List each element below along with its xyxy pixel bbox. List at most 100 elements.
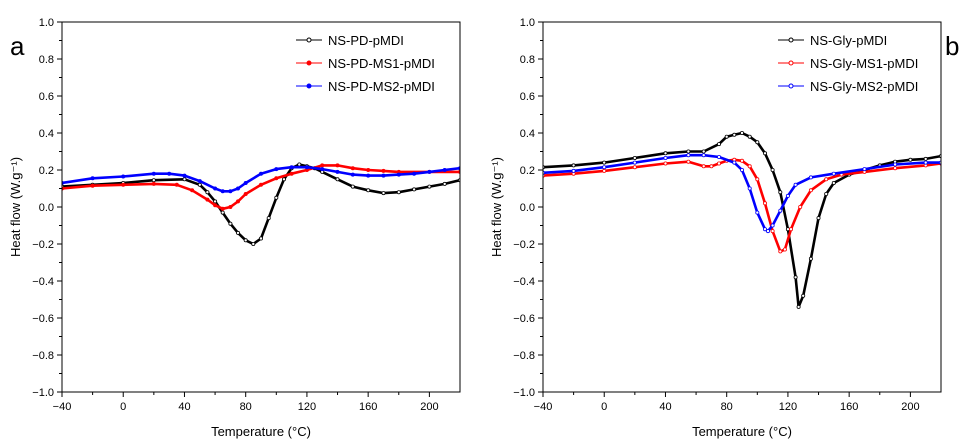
y-axis-label: Heat flow (W.g⁻¹) [489, 157, 504, 257]
legend-label-NS-Gly-MS1-pMDI: NS-Gly-MS1-pMDI [810, 56, 918, 71]
data-point-NS-PD-MS2-pMDI-11 [243, 180, 248, 185]
data-point-NS-Gly-MS2-pMDI-12 [763, 227, 768, 232]
y-tick-label: −0.8 [513, 350, 535, 362]
data-point-NS-PD-pMDI-25 [381, 191, 386, 196]
y-tick-label: −0.6 [513, 313, 535, 325]
data-point-NS-Gly-MS1-pMDI-13 [755, 177, 760, 182]
data-point-NS-PD-pMDI-29 [442, 181, 447, 186]
data-point-NS-Gly-pMDI-11 [747, 134, 752, 139]
data-point-NS-Gly-pMDI-15 [778, 190, 783, 195]
y-tick-label: 0.2 [39, 165, 54, 177]
data-point-NS-Gly-MS2-pMDI-21 [893, 162, 898, 167]
data-point-NS-PD-pMDI-4 [182, 177, 187, 182]
data-point-NS-Gly-pMDI-23 [831, 180, 836, 185]
data-point-NS-Gly-pMDI-22 [824, 191, 829, 196]
series-line-NS-Gly-MS1-pMDI [543, 158, 941, 253]
data-point-NS-PD-MS1-pMDI-14 [289, 171, 294, 176]
y-tick-label: 0.8 [520, 54, 535, 66]
legend-label-NS-PD-pMDI: NS-PD-pMDI [328, 33, 404, 48]
y-tick-label: 0.6 [39, 91, 54, 103]
x-tick-label: 120 [298, 401, 316, 413]
x-tick-label: 80 [721, 401, 733, 413]
data-point-NS-PD-pMDI-9 [228, 221, 233, 226]
data-point-NS-PD-MS2-pMDI-18 [350, 172, 355, 177]
data-point-NS-Gly-MS2-pMDI-17 [793, 182, 798, 187]
data-point-NS-PD-MS1-pMDI-3 [151, 181, 156, 186]
data-point-NS-Gly-pMDI-21 [816, 216, 821, 221]
data-point-NS-Gly-pMDI-8 [724, 134, 729, 139]
data-point-NS-PD-MS1-pMDI-8 [220, 206, 225, 211]
data-point-NS-PD-MS1-pMDI-5 [190, 188, 195, 193]
y-tick-label: 0.0 [520, 202, 535, 214]
data-point-NS-Gly-MS2-pMDI-1 [571, 168, 576, 173]
data-point-NS-Gly-MS1-pMDI-16 [778, 249, 783, 254]
data-point-NS-PD-MS1-pMDI-18 [350, 166, 355, 171]
data-point-NS-PD-MS2-pMDI-24 [442, 167, 447, 172]
data-point-NS-Gly-MS1-pMDI-5 [686, 159, 691, 164]
data-point-NS-PD-MS1-pMDI-11 [243, 191, 248, 196]
data-point-NS-Gly-MS1-pMDI-6 [701, 164, 706, 169]
x-tick-label: 120 [779, 401, 797, 413]
data-point-NS-Gly-MS1-pMDI-4 [663, 161, 668, 166]
data-point-NS-PD-MS2-pMDI-8 [220, 189, 225, 194]
data-point-NS-Gly-pMDI-4 [663, 151, 668, 156]
data-point-NS-Gly-MS2-pMDI-7 [717, 154, 722, 159]
legend-marker-NS-Gly-pMDI [788, 37, 794, 43]
series-NS-Gly-pMDI [543, 130, 941, 309]
data-point-NS-PD-MS2-pMDI-16 [320, 167, 325, 172]
data-point-NS-Gly-pMDI-6 [701, 149, 706, 154]
data-point-NS-Gly-MS1-pMDI-24 [893, 166, 898, 171]
data-point-NS-PD-MS1-pMDI-16 [320, 163, 325, 168]
data-point-NS-Gly-MS2-pMDI-13 [766, 229, 771, 234]
data-point-NS-Gly-MS2-pMDI-19 [831, 171, 836, 176]
data-point-NS-PD-pMDI-7 [213, 199, 218, 204]
data-point-NS-PD-MS1-pMDI-2 [121, 182, 126, 187]
x-tick-label: 200 [420, 401, 438, 413]
x-tick-label: 40 [659, 401, 671, 413]
data-point-NS-PD-pMDI-10 [235, 230, 240, 235]
data-point-NS-Gly-MS1-pMDI-11 [740, 158, 745, 163]
data-point-NS-Gly-pMDI-3 [632, 155, 637, 160]
data-point-NS-PD-pMDI-12 [251, 241, 256, 246]
data-point-NS-PD-MS2-pMDI-7 [213, 186, 218, 191]
legend-label-NS-Gly-pMDI: NS-Gly-pMDI [810, 33, 887, 48]
data-point-NS-Gly-pMDI-5 [686, 149, 691, 154]
data-point-NS-PD-pMDI-3 [151, 178, 156, 183]
data-point-NS-Gly-MS2-pMDI-9 [740, 167, 745, 172]
data-point-NS-Gly-MS2-pMDI-22 [923, 160, 928, 165]
data-point-NS-PD-pMDI-15 [274, 195, 279, 200]
data-point-NS-Gly-MS2-pMDI-5 [686, 153, 691, 158]
data-point-NS-PD-pMDI-26 [396, 190, 401, 195]
y-tick-label: 1.0 [39, 17, 54, 29]
y-tick-label: 0.6 [520, 91, 535, 103]
legend-marker-NS-PD-MS1-pMDI [306, 60, 312, 66]
series-NS-Gly-MS2-pMDI [543, 153, 941, 234]
data-point-NS-PD-MS1-pMDI-4 [174, 182, 179, 187]
data-point-NS-Gly-MS1-pMDI-18 [789, 227, 794, 232]
data-point-NS-PD-pMDI-24 [366, 188, 371, 193]
data-point-NS-Gly-MS2-pMDI-20 [862, 167, 867, 172]
panel-label: b [945, 31, 959, 61]
x-tick-label: −40 [534, 401, 553, 413]
x-tick-label: 160 [840, 401, 858, 413]
data-point-NS-Gly-MS2-pMDI-14 [770, 223, 775, 228]
x-tick-label: 0 [601, 401, 607, 413]
data-point-NS-PD-MS2-pMDI-12 [258, 171, 263, 176]
data-point-NS-Gly-MS2-pMDI-8 [732, 160, 737, 165]
data-point-NS-Gly-MS1-pMDI-12 [747, 164, 752, 169]
chart-panel-b: −40 0 40 80 120 160 200 −1.0 −0.8 −0.6 −0.4 −0.2 0.0… [489, 17, 959, 439]
x-tick-label: 0 [120, 401, 126, 413]
data-point-NS-Gly-pMDI-29 [923, 156, 928, 161]
series-line-NS-PD-MS1-pMDI [62, 164, 460, 211]
data-point-NS-PD-MS1-pMDI-13 [274, 176, 279, 181]
y-tick-label: −0.4 [513, 276, 535, 288]
data-point-NS-PD-MS2-pMDI-14 [289, 165, 294, 170]
data-point-NS-PD-pMDI-28 [427, 184, 432, 189]
plot-frame [61, 21, 461, 393]
data-point-NS-PD-MS2-pMDI-6 [197, 179, 202, 184]
data-point-NS-Gly-pMDI-19 [801, 293, 806, 298]
y-axis-label: Heat flow (W.g⁻¹) [8, 157, 23, 257]
y-tick-label: 0.8 [39, 54, 54, 66]
plot-frame [542, 21, 942, 393]
y-tick-label: 0.2 [520, 165, 535, 177]
